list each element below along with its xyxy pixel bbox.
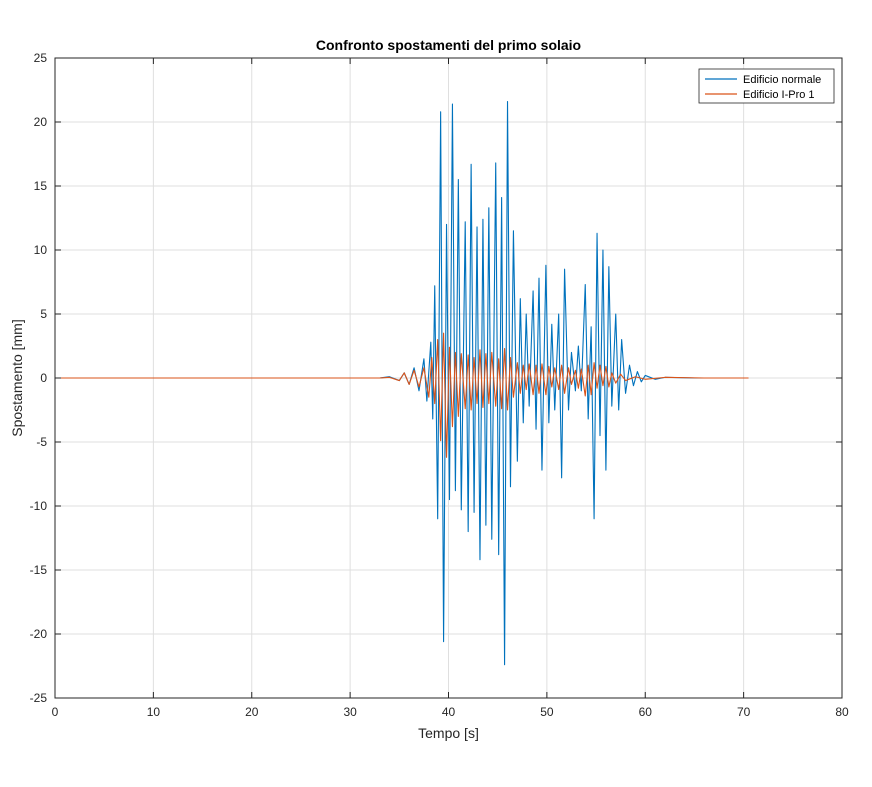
x-tick-label: 50 <box>540 705 554 719</box>
y-tick-label: -25 <box>30 691 48 705</box>
x-tick-label: 70 <box>737 705 751 719</box>
y-tick-label: 25 <box>34 51 48 65</box>
y-tick-label: -20 <box>30 627 48 641</box>
legend: Edificio normale Edificio I-Pro 1 <box>698 68 835 104</box>
axis-ticks: 0 10 20 30 40 50 60 70 80 -25 -20 -15 -10 -5 0 5 10 15 20 2… <box>30 51 849 719</box>
series-line-edificio-normale <box>55 100 744 666</box>
legend-label-edificio-i-pro-1: Edificio I-Pro 1 <box>743 89 815 101</box>
x-tick-label: 30 <box>343 705 357 719</box>
legend-label-edificio-normale: Edificio normale <box>743 74 821 86</box>
x-tick-label: 60 <box>639 705 653 719</box>
y-tick-label: -10 <box>30 499 48 513</box>
series-layer <box>55 100 749 666</box>
series-line-edificio-i-pro-1 <box>55 332 749 458</box>
y-tick-label: -15 <box>30 563 48 577</box>
y-tick-label: 0 <box>40 371 47 385</box>
legend-box <box>698 68 835 104</box>
x-tick-label: 0 <box>52 705 59 719</box>
x-tick-label: 10 <box>147 705 161 719</box>
chart-title: Confronto spostamenti del primo solaio <box>316 37 581 53</box>
x-tick-label: 80 <box>835 705 849 719</box>
y-tick-label: -5 <box>36 435 47 449</box>
x-axis-title: Tempo [s] <box>418 725 479 741</box>
y-tick-label: 5 <box>40 307 47 321</box>
y-tick-label: 15 <box>34 179 48 193</box>
x-tick-label: 40 <box>442 705 456 719</box>
y-tick-label: 20 <box>34 115 48 129</box>
y-axis-title: Spostamento [mm] <box>9 319 25 437</box>
x-tick-label: 20 <box>245 705 259 719</box>
y-tick-label: 10 <box>34 243 48 257</box>
